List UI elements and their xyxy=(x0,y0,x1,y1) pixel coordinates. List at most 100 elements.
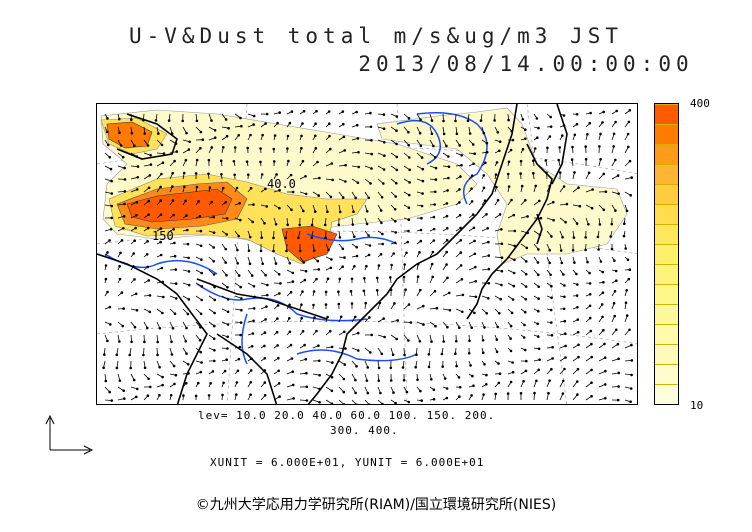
wind-arrow-head xyxy=(356,137,360,140)
wind-arrow-head xyxy=(172,213,175,217)
wind-arrow-head xyxy=(537,199,541,203)
wind-arrow-head xyxy=(135,213,138,217)
wind-arrow-head xyxy=(212,246,215,249)
wind-arrow-head xyxy=(630,343,633,347)
wind-arrow-head xyxy=(604,190,608,193)
wind-arrow-head xyxy=(470,174,474,177)
wind-arrow-head xyxy=(394,231,398,234)
wind-arrow-head xyxy=(459,239,463,242)
wind-arrow-head xyxy=(132,144,136,147)
wind-arrow-head xyxy=(435,306,439,310)
wind-arrow-head xyxy=(143,366,147,370)
wind-arrow-head xyxy=(442,340,446,343)
wind-arrow-head xyxy=(448,308,452,312)
wind-arrow-head xyxy=(161,161,165,164)
wind-arrow-head xyxy=(355,403,358,404)
wind-arrow-head xyxy=(119,144,123,147)
wind-arrow-head xyxy=(173,382,176,386)
wind-arrow-head xyxy=(626,145,630,149)
wind-arrow-head xyxy=(291,383,295,387)
wind-arrow-head xyxy=(341,196,345,199)
wind-arrow-head xyxy=(487,254,491,257)
wind-arrow-head xyxy=(246,146,250,150)
wind-arrow-head xyxy=(483,362,486,366)
wind-arrow-head xyxy=(395,129,398,133)
wind-arrow-head xyxy=(109,227,113,231)
wind-arrow-head xyxy=(497,149,501,153)
wind-arrow-head xyxy=(239,285,243,289)
wind-arrow-head xyxy=(446,276,449,280)
wind-arrow-head xyxy=(156,353,159,357)
wind-arrow-head xyxy=(468,339,471,343)
wind-arrow-head xyxy=(264,318,267,321)
wind-arrow-head xyxy=(109,323,112,326)
wind-arrow-head xyxy=(407,339,410,342)
wind-arrow-head xyxy=(430,340,433,343)
wind-arrow-head xyxy=(407,193,411,197)
wind-arrow-head xyxy=(304,358,308,361)
wind-arrow-head xyxy=(147,213,150,216)
wind-arrow-head xyxy=(259,160,262,164)
wind-arrow-head xyxy=(286,223,290,227)
wind-arrow-head xyxy=(147,377,150,381)
wind-arrow-head xyxy=(351,223,355,226)
wind-arrow-head xyxy=(500,228,503,231)
wind-arrow-head xyxy=(238,345,242,349)
wind-arrow-head xyxy=(496,130,500,134)
wind-arrow-head xyxy=(326,315,329,319)
wind-arrow-head xyxy=(576,318,580,321)
wind-arrow-head xyxy=(383,335,386,339)
wind-arrow-head xyxy=(614,209,617,212)
wind-arrow-head xyxy=(523,198,527,202)
wind-arrow-head xyxy=(122,389,126,393)
wind-arrow-head xyxy=(263,369,267,372)
wind-arrow-head xyxy=(354,196,358,200)
wind-arrow-head xyxy=(563,319,567,323)
wind-arrow-head xyxy=(315,329,318,333)
wind-arrow-head xyxy=(366,391,370,395)
wind-arrow-head xyxy=(249,380,253,384)
wind-arrow-head xyxy=(434,166,438,170)
wind-arrow-head xyxy=(200,298,203,302)
wind-arrow-head xyxy=(302,109,306,113)
wind-arrow-head xyxy=(604,369,607,373)
wind-arrow-head xyxy=(395,168,399,172)
wind-arrow-head xyxy=(272,147,276,151)
wind-arrow-head xyxy=(123,178,127,181)
wind-arrow-head xyxy=(331,361,334,364)
wind-arrow-head xyxy=(546,146,549,150)
wind-arrow-head xyxy=(472,226,476,230)
wind-arrow-head xyxy=(432,239,436,242)
wind-arrow-head xyxy=(419,144,423,148)
wind-arrow-head xyxy=(302,209,305,213)
wind-arrow-head xyxy=(613,259,616,263)
wind-arrow-head xyxy=(120,291,124,294)
wind-arrow-head xyxy=(407,218,411,221)
wind-arrow-head xyxy=(484,382,488,386)
wind-arrow-head xyxy=(597,248,600,251)
wind-arrow-head xyxy=(210,146,214,149)
wind-arrow-head xyxy=(485,312,489,315)
wind-arrow-head xyxy=(159,213,163,216)
wind-arrow-head xyxy=(420,204,424,208)
wind-arrow-head xyxy=(108,239,111,242)
wind-arrow-head xyxy=(342,135,346,139)
wind-arrow-head xyxy=(485,141,489,145)
copyright-notice: ©九州大学応用力学研究所(RIAM)/国立環境研究所(NIES) xyxy=(195,497,557,513)
wind-arrow-head xyxy=(392,252,396,255)
wind-arrow-head xyxy=(616,174,620,177)
wind-arrow-head xyxy=(446,189,449,192)
wind-arrow-head xyxy=(468,132,472,135)
wind-arrow-head xyxy=(183,185,186,188)
wind-arrow-head xyxy=(470,187,473,190)
wind-arrow-head xyxy=(587,171,591,175)
wind-arrow-head xyxy=(367,234,370,237)
wind-arrow-head xyxy=(533,147,537,150)
wind-arrow-head xyxy=(252,319,255,323)
wind-arrow-head xyxy=(600,303,604,306)
wind-arrow-head xyxy=(629,387,633,390)
wind-arrow-head xyxy=(564,356,567,359)
wind-arrow-head xyxy=(584,236,588,239)
wind-arrow-head xyxy=(509,148,513,152)
map-title: U-V&Dust total m/s&ug/m3 JST xyxy=(128,24,623,48)
